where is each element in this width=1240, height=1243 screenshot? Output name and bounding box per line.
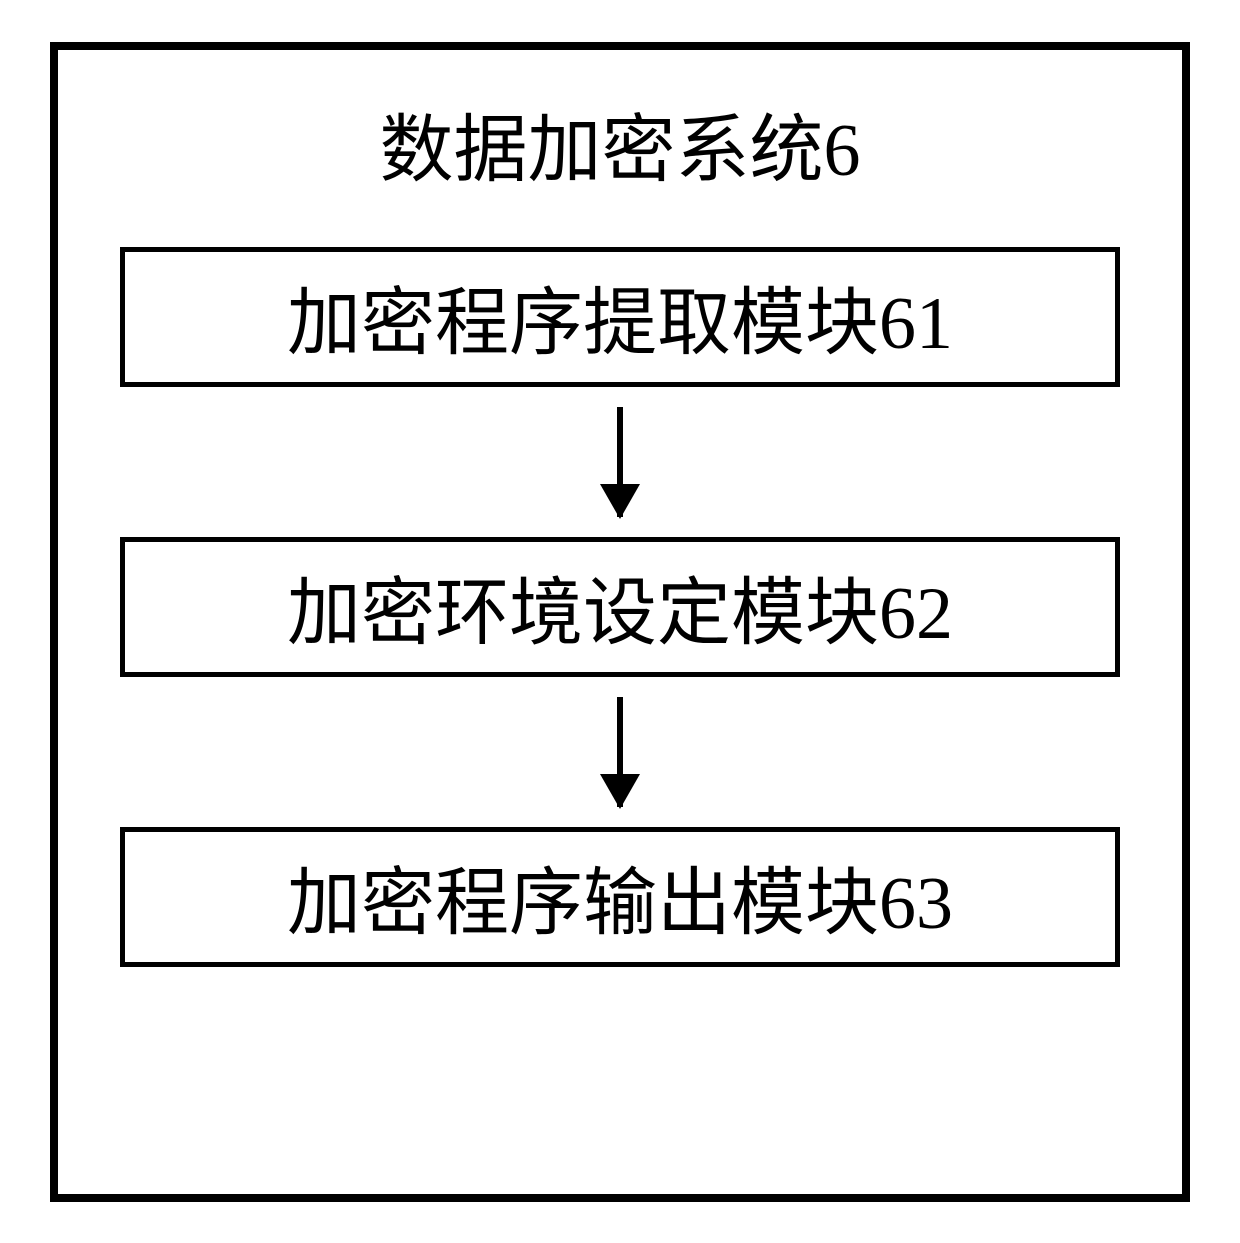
module-label: 加密程序输出模块63 [287, 843, 953, 950]
module-box-62: 加密环境设定模块62 [120, 537, 1120, 677]
arrow-down-icon [617, 407, 623, 517]
module-box-63: 加密程序输出模块63 [120, 827, 1120, 967]
module-box-61: 加密程序提取模块61 [120, 247, 1120, 387]
arrow-container [617, 387, 623, 537]
module-label: 加密程序提取模块61 [287, 263, 953, 370]
diagram-title: 数据加密系统6 [380, 90, 861, 197]
diagram-container: 数据加密系统6 加密程序提取模块61 加密环境设定模块62 加密程序输出模块63 [50, 42, 1190, 1202]
arrow-down-icon [617, 697, 623, 807]
arrow-container [617, 677, 623, 827]
module-label: 加密环境设定模块62 [287, 553, 953, 660]
